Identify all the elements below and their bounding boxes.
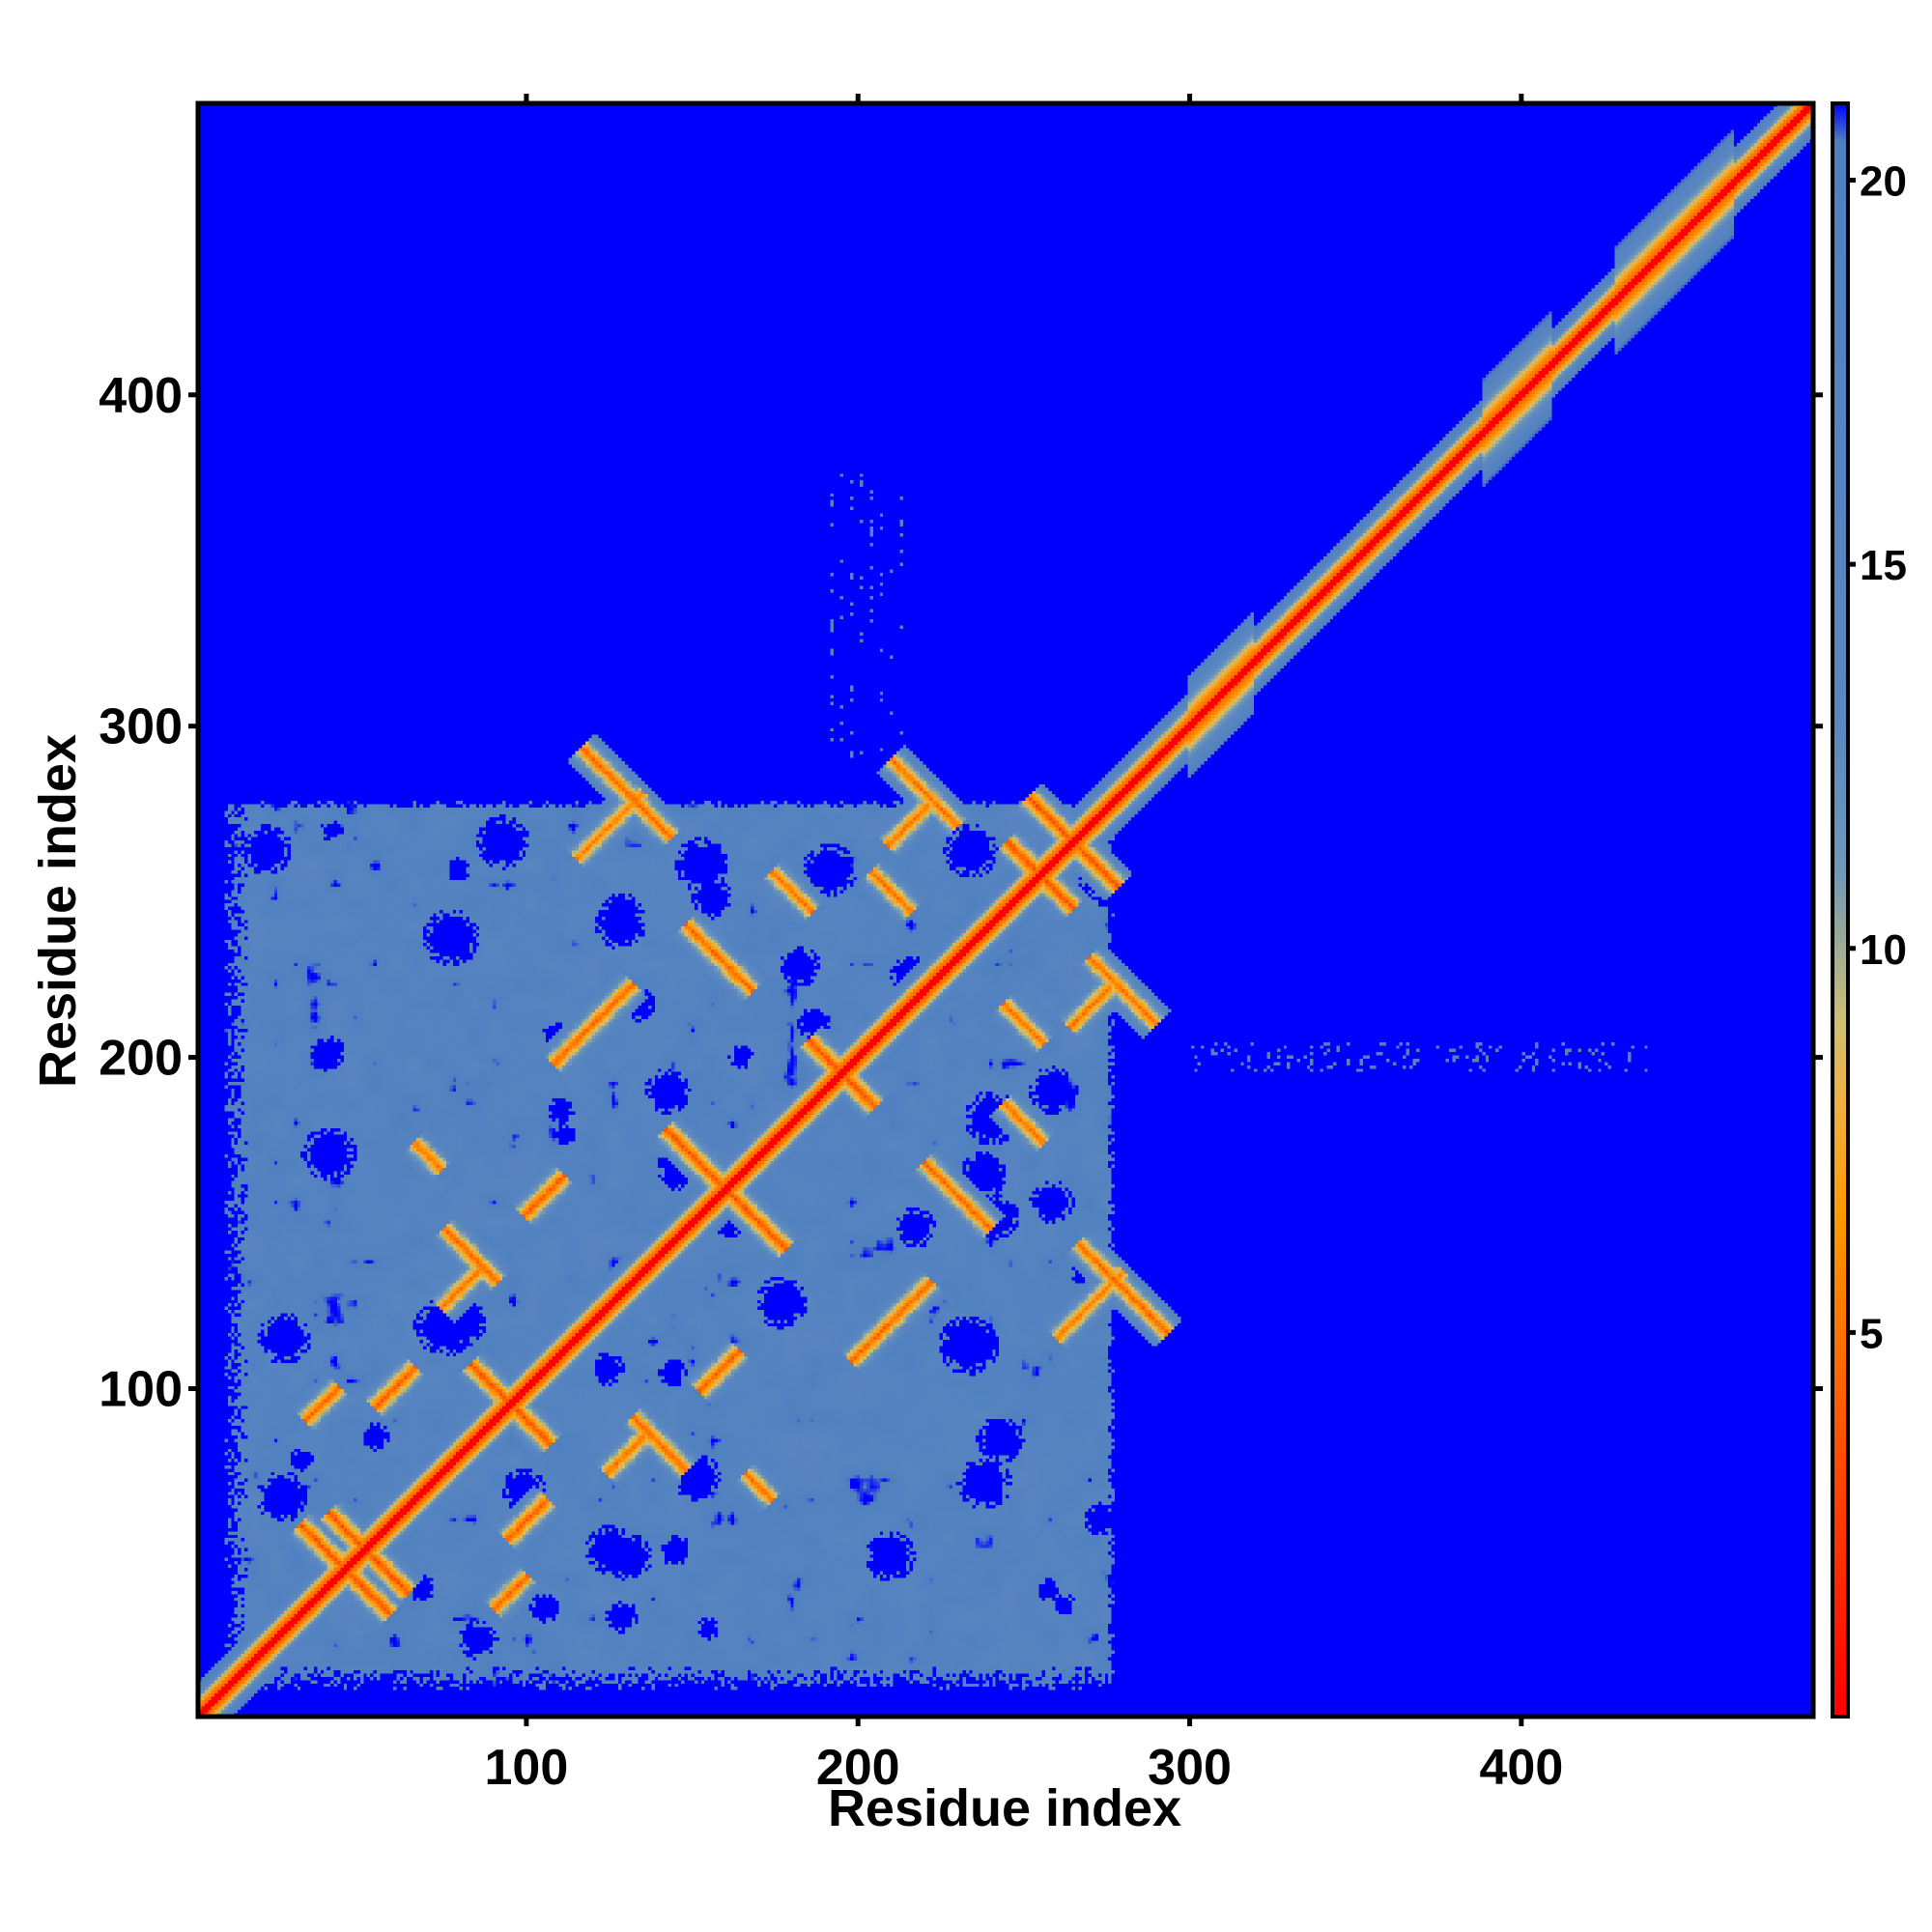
x-axis: 100 200 300 400 xyxy=(485,1717,1563,1796)
colorbar-tick-label: 5 xyxy=(1860,1310,1883,1357)
colorbar-tick-label: 10 xyxy=(1860,926,1907,974)
y-tick-label: 300 xyxy=(99,699,183,755)
colorbar-ticks: 5 10 15 20 xyxy=(1848,158,1907,1357)
y-tick-label: 100 xyxy=(99,1362,183,1418)
y-axis: 100 200 300 400 xyxy=(99,368,198,1418)
x-tick-label: 100 xyxy=(485,1740,569,1796)
x-tick-label: 400 xyxy=(1479,1740,1563,1796)
x-axis-title: Residue index xyxy=(828,1779,1181,1837)
y-axis-title: Residue index xyxy=(29,734,87,1088)
top-axis-ticks xyxy=(524,94,1524,103)
colorbar-gradient xyxy=(1831,101,1850,1719)
y-tick-label: 400 xyxy=(99,368,183,424)
plot-frame xyxy=(195,100,1816,1719)
colorbar: 5 10 15 20 xyxy=(1831,101,1907,1719)
colorbar-tick-label: 20 xyxy=(1860,158,1907,206)
y-tick-label: 200 xyxy=(99,1031,183,1087)
x-tick-label: 200 xyxy=(816,1740,900,1796)
right-axis-ticks xyxy=(1813,392,1823,1392)
heatmap-raster xyxy=(198,103,1813,1717)
colorbar-tick-label: 15 xyxy=(1860,542,1907,589)
x-tick-label: 300 xyxy=(1148,1740,1232,1796)
heatmap-plot xyxy=(198,103,1813,1717)
